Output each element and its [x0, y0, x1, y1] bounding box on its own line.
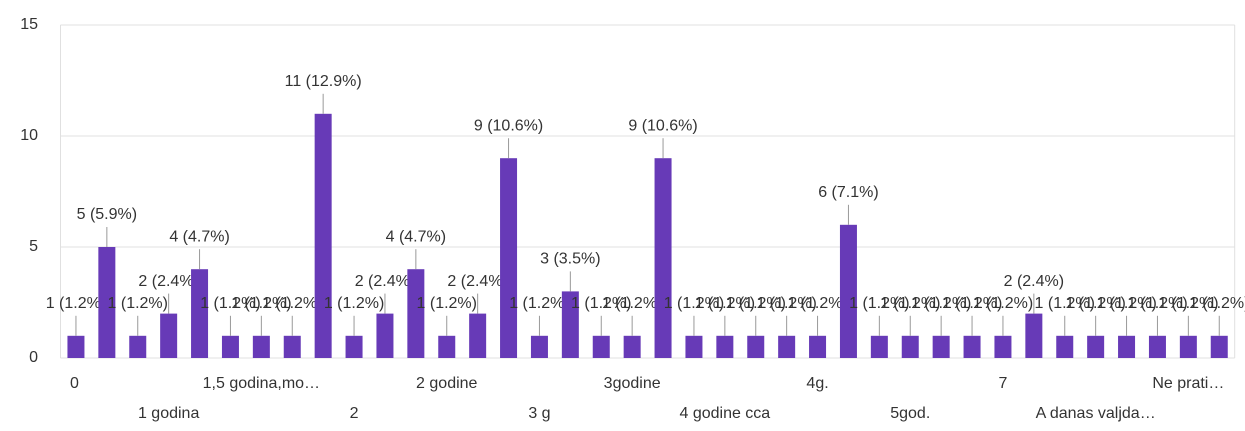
x-tick-label: A danas valjda…: [1036, 405, 1156, 422]
bar: [98, 247, 116, 358]
data-label: 1 (1.2%): [200, 295, 260, 312]
bar: [685, 335, 703, 358]
data-label: 9 (10.6%): [628, 117, 697, 134]
data-label: 1 (1.2%): [756, 295, 816, 312]
bar: [1087, 335, 1105, 358]
data-label: 1 (1.2%): [1127, 295, 1187, 312]
bar: [963, 335, 981, 358]
data-label: 1 (1.2%): [695, 295, 755, 312]
y-tick-label: 0: [29, 349, 38, 366]
bar: [500, 158, 518, 358]
x-tick-label: 1,5 godina,mo…: [203, 375, 320, 392]
data-label: 1 (1.2%): [880, 295, 940, 312]
bar: [438, 335, 456, 358]
bar: [561, 291, 579, 358]
bar: [314, 113, 332, 358]
data-label: 1 (1.2%): [849, 295, 909, 312]
data-label: 1 (1.2%): [324, 295, 384, 312]
data-label: 1 (1.2%): [108, 295, 168, 312]
bar: [870, 335, 888, 358]
bar: [252, 335, 270, 358]
data-label: 11 (12.9%): [285, 73, 362, 90]
data-label: 1 (1.2%): [664, 295, 724, 312]
bar: [160, 313, 178, 358]
data-label: 1 (1.2%): [262, 295, 322, 312]
bar: [530, 335, 548, 358]
bar: [1210, 335, 1228, 358]
bar: [654, 158, 672, 358]
y-tick-label: 15: [20, 16, 38, 33]
data-label: 1 (1.2%): [231, 295, 291, 312]
data-label: 1 (1.2%): [1065, 295, 1125, 312]
data-label: 1 (1.2%): [417, 295, 477, 312]
data-label: 1 (1.2%): [1096, 295, 1156, 312]
x-tick-label: 0: [70, 375, 79, 392]
data-label: 3 (3.5%): [540, 251, 600, 268]
bar: [283, 335, 301, 358]
x-tick-label: 7: [998, 375, 1007, 392]
data-label: 1 (1.2%): [911, 295, 971, 312]
bar: [901, 335, 919, 358]
data-label: 1 (1.2%): [602, 295, 662, 312]
bar: [376, 313, 394, 358]
bar: [407, 269, 425, 358]
bar: [994, 335, 1012, 358]
bar: [747, 335, 765, 358]
data-label: 2 (2.4%): [1004, 273, 1064, 290]
x-tick-label: 4 godine cca: [679, 405, 770, 422]
bar: [778, 335, 796, 358]
bar: [932, 335, 950, 358]
bar: [67, 335, 85, 358]
data-label: 9 (10.6%): [474, 117, 543, 134]
data-label: 4 (4.7%): [169, 228, 229, 245]
bar: [129, 335, 147, 358]
data-label: 1 (1.2%): [1158, 295, 1218, 312]
bar: [1179, 335, 1197, 358]
bar: [1118, 335, 1136, 358]
data-label: 2 (2.4%): [138, 273, 198, 290]
data-label: 5 (5.9%): [77, 206, 137, 223]
x-tick-label: 1 godina: [138, 405, 199, 422]
x-tick-label: 3 g: [528, 405, 550, 422]
data-label: 2 (2.4%): [355, 273, 415, 290]
data-label: 1 (1.2%): [942, 295, 1002, 312]
data-label: 2 (2.4%): [447, 273, 507, 290]
bar: [592, 335, 610, 358]
bar: [469, 313, 487, 358]
x-tick-label: 3godine: [604, 375, 661, 392]
bar: [345, 335, 363, 358]
bar: [716, 335, 734, 358]
data-label: 6 (7.1%): [818, 184, 878, 201]
data-label: 1 (1.2%): [726, 295, 786, 312]
bar: [191, 269, 209, 358]
bar: [1148, 335, 1166, 358]
bar: [623, 335, 641, 358]
data-label: 4 (4.7%): [386, 228, 446, 245]
bar: [1025, 313, 1043, 358]
y-tick-label: 10: [20, 127, 38, 144]
data-label: 1 (1.2%): [973, 295, 1033, 312]
data-label: 1 (1.2%): [1189, 295, 1245, 312]
data-label: 1 (1.2%): [1035, 295, 1095, 312]
data-label: 1 (1.2%): [571, 295, 631, 312]
bar: [839, 224, 857, 358]
data-label: 1 (1.2%): [509, 295, 569, 312]
x-tick-label: 4g.: [806, 375, 828, 392]
x-tick-label: Ne prati…: [1152, 375, 1224, 392]
bar: [221, 335, 239, 358]
data-label: 1 (1.2%): [46, 295, 106, 312]
x-tick-label: 2: [350, 405, 359, 422]
y-tick-label: 5: [29, 238, 38, 255]
bar: [1056, 335, 1074, 358]
x-tick-label: 2 godine: [416, 375, 477, 392]
bar: [809, 335, 827, 358]
data-label: 1 (1.2%): [787, 295, 847, 312]
x-tick-label: 5god.: [890, 405, 930, 422]
